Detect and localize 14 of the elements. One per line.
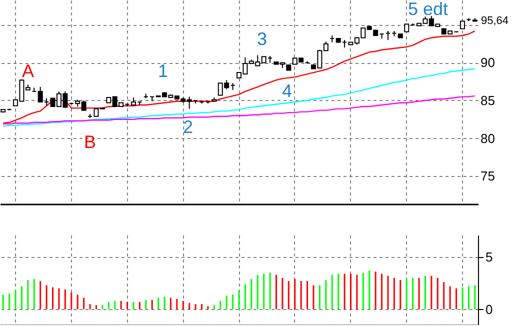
y-tick-label: 90 [480,55,495,70]
y-tick-label: 0 [486,302,493,317]
annotation: 4 [282,81,292,101]
annotation: 2 [182,117,194,137]
annotation: 5 edt [408,0,448,19]
y-tick-label: 80 [480,130,495,146]
y-tick-label: 5 [486,249,493,264]
annotation: 3 [256,29,268,49]
y-tick-label: 85 [480,92,495,108]
text: 95,64 [481,15,509,27]
annotation: B [84,132,96,152]
annotation: 1 [158,61,168,81]
y-tick-label: 75 [480,168,495,184]
annotation: A [22,61,34,81]
